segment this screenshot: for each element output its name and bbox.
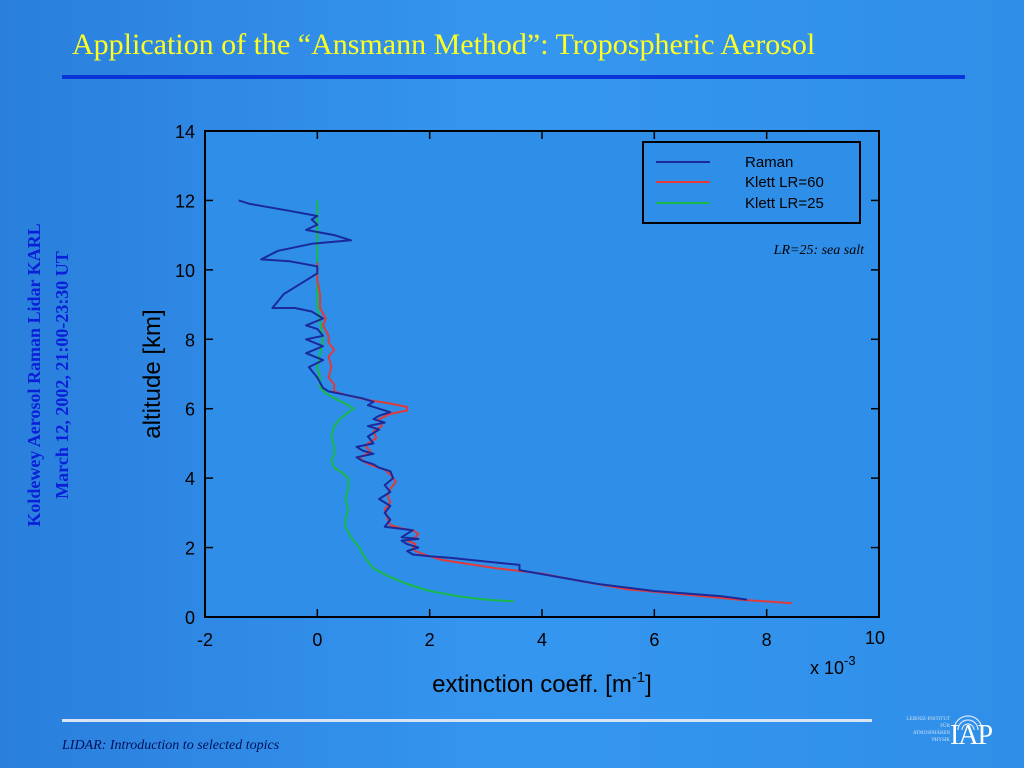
x-tick-label: 6 <box>649 630 659 650</box>
y-tick-label: 6 <box>185 400 195 420</box>
y-tick-label: 2 <box>185 539 195 559</box>
title-underline <box>62 75 965 79</box>
x-tick-label: 4 <box>537 630 547 650</box>
x-multiplier-base: x 10 <box>810 658 844 678</box>
iap-logo-icon <box>953 715 983 731</box>
y-tick-label: 8 <box>185 330 195 350</box>
logo-text: IAP <box>950 720 993 751</box>
y-axis-label: altitude [km] <box>139 309 166 438</box>
series-layer <box>238 199 792 605</box>
logo-small-line: PHYSIK <box>931 738 950 743</box>
series-line-klett-60 <box>316 262 792 605</box>
logo-small-text: LEIBNIZ-INSTITUT FÜR ATMOSPHÄREN PHYSIK <box>890 716 950 744</box>
x-tick-label: 0 <box>312 630 322 650</box>
legend-label-klett-60: Klett LR=60 <box>745 174 824 191</box>
y-tick-label: 10 <box>175 261 195 281</box>
x-axis-label: extinction coeff. [m-1] <box>432 669 652 698</box>
x-axis-label-sup: -1 <box>632 669 645 686</box>
logo-small-line: FÜR <box>940 724 950 729</box>
y-tick-label: 0 <box>185 608 195 628</box>
series-line-raman <box>238 199 748 601</box>
footer-text: LIDAR: Introduction to selected topics <box>62 738 280 753</box>
x-tick-label: -2 <box>197 630 213 650</box>
series-line-klett-25 <box>316 200 514 603</box>
x-axis-label-main: extinction coeff. [m <box>432 671 632 698</box>
x-multiplier: x 10-3 <box>810 653 856 678</box>
slide-title: Application of the “Ansmann Method”: Tro… <box>72 28 816 61</box>
legend-label-klett-25: Klett LR=25 <box>745 195 824 212</box>
y-tick-label: 12 <box>175 191 195 211</box>
y-tick-label: 14 <box>175 122 195 142</box>
logo-small-line: LEIBNIZ-INSTITUT <box>906 717 950 722</box>
legend: Raman Klett LR=60 Klett LR=25 <box>642 141 861 224</box>
x-axis-label-end: ] <box>645 671 652 698</box>
chart-annotation: LR=25: sea salt <box>773 243 865 258</box>
x-tick-label: 8 <box>762 630 772 650</box>
legend-label-raman: Raman <box>745 154 793 171</box>
footer-rule <box>62 719 872 722</box>
x-tick-label: 10 <box>865 628 885 648</box>
x-multiplier-exp: -3 <box>844 653 856 668</box>
logo-small-line: ATMOSPHÄREN <box>913 731 950 736</box>
x-tick-label: 2 <box>425 630 435 650</box>
y-tick-label: 4 <box>185 469 195 489</box>
